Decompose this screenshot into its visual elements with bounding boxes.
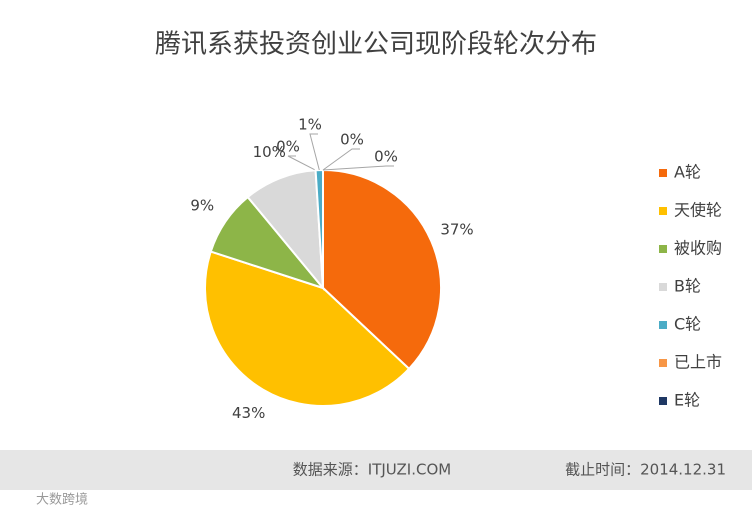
source: 数据来源：ITJUZI.COM (293, 461, 451, 479)
legend-label: B轮 (674, 277, 701, 296)
watermark: 大数跨境 (36, 493, 88, 508)
legend-swatch (659, 245, 667, 253)
legend-label: A轮 (674, 163, 701, 182)
data-label: 9% (190, 196, 214, 214)
chart-title: 腾讯系获投资创业公司现阶段轮次分布 (155, 30, 597, 60)
data-label: 0% (374, 148, 398, 166)
data-label: 10% (253, 143, 286, 161)
legend-swatch (659, 397, 667, 405)
data-label: 43% (232, 404, 265, 422)
data-label: 37% (440, 221, 473, 239)
date: 截止时间：2014.12.31 (565, 461, 726, 479)
pie-slice (322, 168, 442, 371)
legend-label: 被收购 (674, 239, 722, 258)
legend-swatch (659, 169, 667, 177)
legend-label: E轮 (674, 391, 700, 410)
data-label: 0% (340, 131, 364, 149)
data-label: 1% (298, 116, 322, 134)
legend-swatch (659, 283, 667, 291)
legend-label: C轮 (674, 315, 701, 334)
legend-swatch (659, 321, 667, 329)
leader-line (322, 165, 394, 171)
pie-slice (246, 169, 325, 292)
legend-label: 已上市 (674, 353, 722, 372)
legend-swatch (659, 207, 667, 215)
leader-line (322, 148, 360, 171)
legend-label: 天使轮 (674, 201, 722, 220)
data-label: 0% (276, 138, 300, 156)
pie-slice (314, 168, 324, 289)
leader-line (287, 155, 316, 171)
legend-swatch (659, 359, 667, 367)
leader-line (309, 133, 320, 171)
pie-slice (204, 250, 411, 407)
footer-band (0, 450, 752, 490)
